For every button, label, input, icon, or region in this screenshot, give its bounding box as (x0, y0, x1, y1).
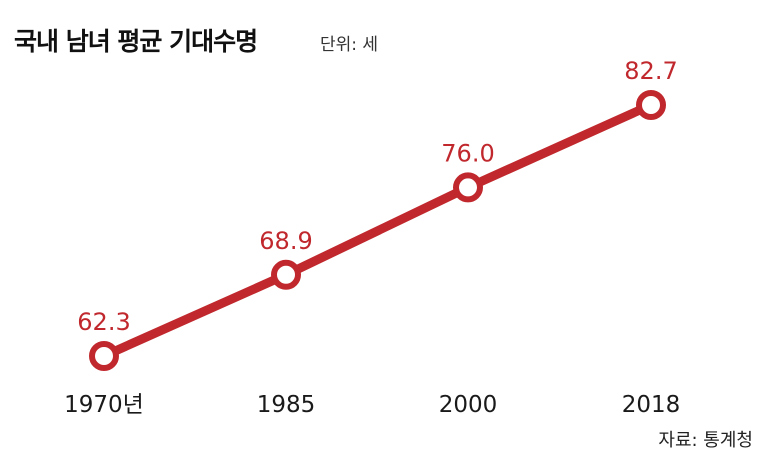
unit-label: 단위: 세 (320, 35, 379, 55)
data-label: 76.0 (441, 139, 494, 167)
chart-title: 국내 남녀 평균 기대수명 (14, 27, 258, 56)
x-tick-label: 1985 (257, 392, 316, 418)
x-tick-label: 2000 (439, 392, 498, 418)
data-point (453, 172, 483, 203)
data-label: 68.9 (259, 227, 312, 255)
series-line (99, 100, 656, 361)
data-point (271, 259, 301, 290)
data-point (636, 90, 666, 120)
data-point (89, 341, 119, 371)
x-tick-label: 1970년 (64, 392, 144, 418)
source-note: 자료: 통계청 (658, 430, 753, 451)
x-tick-label: 2018 (622, 392, 681, 418)
data-label: 62.3 (77, 308, 130, 336)
data-label: 82.7 (624, 57, 677, 85)
